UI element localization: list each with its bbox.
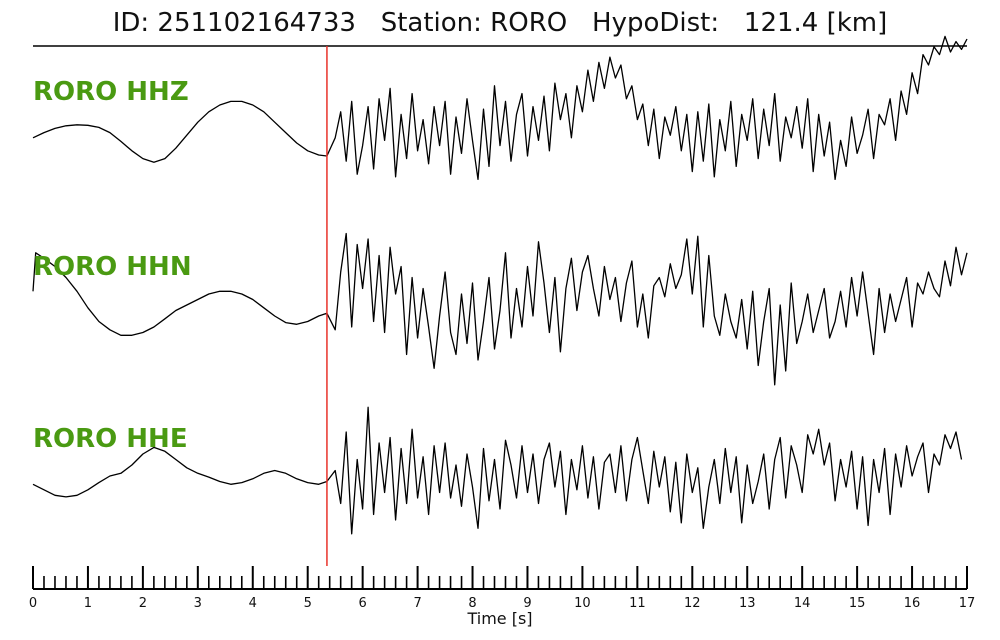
x-tick-label: 13 xyxy=(739,596,756,611)
trace-roro-hhn xyxy=(32,232,968,386)
x-tick-label: 16 xyxy=(904,596,921,611)
x-tick-label: 7 xyxy=(413,596,421,611)
x-tick-label: 9 xyxy=(523,596,531,611)
x-tick-label: 4 xyxy=(249,596,257,611)
x-tick-label: 0 xyxy=(29,596,37,611)
trace-label-group: RORO HHZ RORO HHN RORO HHE xyxy=(33,77,192,454)
x-tick-label: 14 xyxy=(794,596,811,611)
chart-title: ID: 251102164733 Station: RORO HypoDist:… xyxy=(112,8,888,38)
trace-group xyxy=(32,35,968,535)
trace-label-roro-hhz: RORO HHZ xyxy=(33,77,189,107)
x-tick-label: 15 xyxy=(849,596,866,611)
x-tick-label: 3 xyxy=(194,596,202,611)
x-tick-label: 5 xyxy=(304,596,312,611)
x-tick-label: 12 xyxy=(684,596,701,611)
x-tick-label: 2 xyxy=(139,596,147,611)
x-tick-label: 11 xyxy=(629,596,646,611)
time-axis: 0 1 2 3 4 5 6 7 8 9 10 11 12 13 14 15 16 17 xyxy=(29,566,975,611)
trace-label-roro-hhn: RORO HHN xyxy=(33,252,192,282)
trace-label-roro-hhe: RORO HHE xyxy=(33,424,188,454)
x-tick-label: 8 xyxy=(468,596,476,611)
x-tick-label: 1 xyxy=(84,596,92,611)
x-tick-label: 10 xyxy=(574,596,591,611)
x-tick-label: 6 xyxy=(359,596,367,611)
x-tick-label: 17 xyxy=(959,596,976,611)
trace-roro-hhe xyxy=(32,406,963,535)
x-axis-label: Time [s] xyxy=(466,609,532,628)
trace-roro-hhz xyxy=(32,35,968,181)
